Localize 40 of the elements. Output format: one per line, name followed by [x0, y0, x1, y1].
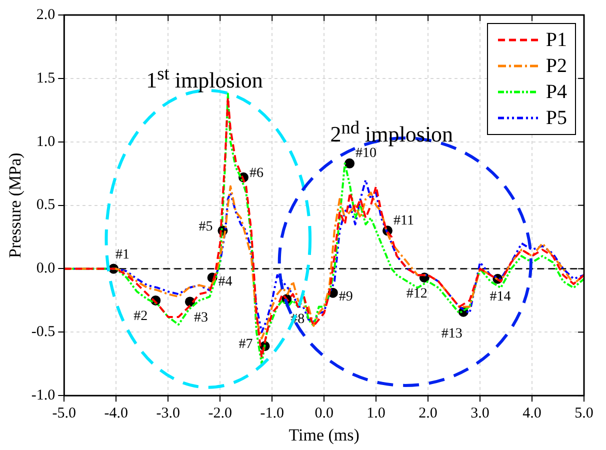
annotation: #4 [218, 274, 232, 290]
annotation: 2$^{nd}$ implosion [330, 117, 454, 146]
x-axis-title: Time (ms) [288, 425, 360, 444]
y-tick-label: -1.0 [31, 388, 56, 404]
annotation: #12 [406, 286, 428, 302]
annotation: #9 [338, 290, 353, 305]
annotation: #14 [490, 290, 511, 305]
y-tick-label: 0.5 [36, 197, 56, 214]
x-tick-label: 3.0 [470, 406, 490, 422]
legend-label: P2 [546, 54, 567, 78]
x-tick-label: 1.0 [366, 406, 386, 422]
annotation: #10 [356, 146, 377, 162]
x-tick-label: -4.0 [104, 406, 128, 422]
y-tick-label: 1.0 [36, 134, 56, 150]
y-tick-label: -0.5 [31, 324, 56, 340]
legend-label: P4 [546, 80, 567, 104]
annotation: #1 [116, 247, 130, 262]
annotation: #5 [198, 219, 213, 234]
legend-label: P1 [546, 28, 567, 52]
x-tick-label: -3.0 [156, 406, 180, 422]
x-tick-label: -2.0 [208, 406, 232, 422]
annotation: #13 [441, 326, 462, 342]
point [344, 158, 355, 168]
annotation: #2 [134, 309, 148, 324]
annotation: #6 [249, 166, 264, 182]
annotation: #7 [238, 336, 253, 352]
x-tick-label: 2.0 [418, 406, 438, 422]
x-tick-label: -1.0 [260, 406, 284, 422]
annotation: #3 [194, 310, 208, 326]
x-tick-label: 5.0 [574, 406, 594, 422]
y-tick-label: 0.0 [36, 260, 56, 277]
x-tick-label: -5.0 [52, 406, 76, 422]
legend-label: P5 [546, 106, 567, 130]
annotation: 1$^{st}$ implosion [146, 64, 263, 94]
x-tick-label: 0.0 [314, 406, 334, 422]
x-tick-label: 4.0 [522, 406, 542, 422]
annotation: #11 [393, 213, 414, 228]
y-tick-label: 1.5 [36, 70, 56, 86]
y-axis-title: Pressure (MPa) [6, 152, 25, 258]
y-tick-label: 2.0 [36, 6, 56, 23]
